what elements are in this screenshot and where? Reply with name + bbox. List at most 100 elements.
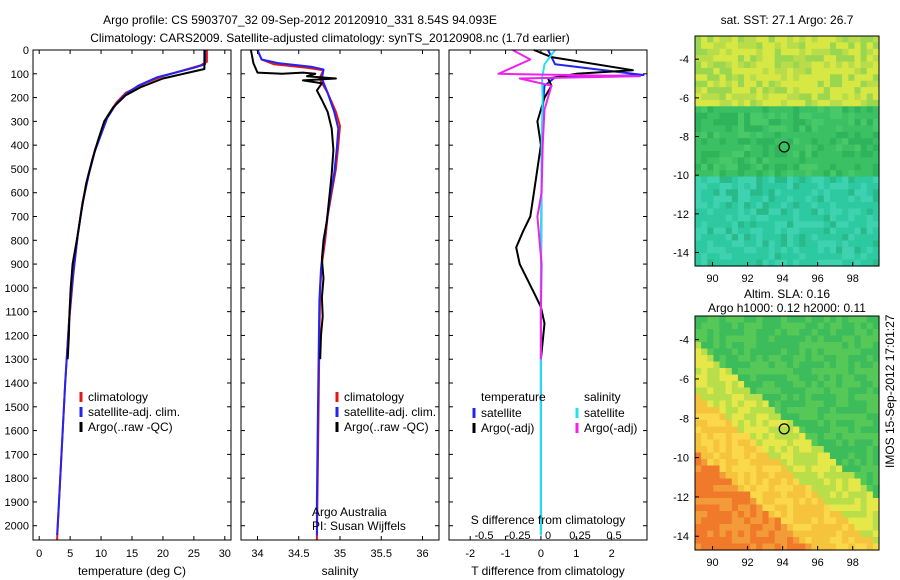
sst-map-cell (848, 42, 856, 50)
sst-map-cell (842, 234, 849, 242)
sst-map-cell (725, 42, 733, 50)
sst-map-cell (725, 157, 733, 165)
sla-map-cell (811, 504, 819, 512)
sla-map-cell (860, 517, 868, 525)
sla-map-cell (842, 329, 849, 337)
sst-map-cell (762, 80, 770, 88)
sla-map-cell (836, 439, 843, 447)
sla-map-cell (854, 329, 862, 337)
sla-map-cell (848, 446, 856, 454)
sla-map-cell (744, 472, 751, 480)
difference-x2tick-label: 0.5 (606, 530, 621, 542)
sst-map-cell (805, 106, 813, 114)
sst-map-cell (842, 36, 849, 43)
sla-map-cell (695, 524, 702, 532)
sst-map-cell (860, 112, 868, 120)
sst-map-cell (793, 163, 800, 171)
sla-map-cell (713, 433, 721, 441)
sla-map-cell (713, 491, 721, 499)
sla-map-cell (768, 511, 776, 519)
sst-map-cell (787, 74, 794, 82)
sst-map-cell (793, 151, 800, 158)
difference-series-1 (515, 49, 634, 360)
sla-map-cell (713, 452, 721, 460)
sst-map-cell (799, 74, 806, 82)
sst-map-cell (762, 221, 770, 229)
sst-map-cell (829, 202, 837, 210)
sla-map-cell (854, 348, 862, 356)
sst-map-cell (866, 55, 874, 63)
sla-map-cell (793, 355, 800, 363)
sla-map-cell (731, 342, 739, 350)
sst-map-cell (805, 240, 813, 248)
sla-map-cell (737, 322, 745, 330)
sla-map-cell (725, 530, 733, 538)
sst-map-cell (744, 144, 751, 152)
sst-map-cell (744, 119, 751, 127)
sla-map-cell (744, 446, 751, 454)
sst-map-cell (707, 119, 714, 127)
salinity-xtick-label: 34 (251, 548, 263, 560)
sst-map-cell (737, 80, 745, 88)
sla-map-cell (695, 316, 702, 324)
sst-map-cell (836, 195, 843, 203)
sst-map-cell (787, 125, 794, 133)
sst-map-cell (719, 125, 727, 133)
sst-map-cell (701, 131, 708, 139)
sst-map-cell (750, 119, 757, 127)
sla-map-cell (860, 511, 868, 519)
sla-map-cell (823, 400, 831, 408)
sst-map-cell (842, 55, 849, 63)
sst-map-cell (823, 176, 831, 184)
sst-map-cell (829, 131, 837, 139)
sla-map-cell (787, 439, 794, 447)
sla-map-cell (737, 335, 745, 343)
sst-map-cell (762, 131, 770, 139)
sla-map-cell (860, 355, 868, 363)
sla-map-cell (829, 433, 837, 441)
salinity-xtick-label: 35.5 (371, 548, 392, 560)
sla-map-cell (731, 426, 739, 434)
sla-map-cell (719, 394, 727, 402)
sst-map-cell (805, 195, 813, 203)
sla-map-cell (805, 452, 813, 460)
sst-map-cell (866, 36, 874, 43)
sla-map-cell (707, 368, 714, 376)
sla-map-cell (695, 394, 702, 402)
sla-map-cell (725, 511, 733, 519)
sst-map-cell (719, 93, 727, 101)
sst-map-cell (762, 36, 770, 43)
sst-map-cell (799, 176, 806, 184)
sla-map-cell (725, 433, 733, 441)
sst-map-cell (799, 48, 806, 56)
sla-map-cell (774, 537, 782, 545)
sla-map-cell (774, 485, 782, 493)
sst-map-cell (842, 170, 849, 178)
sla-map-cell (799, 517, 806, 525)
sst-map-cell (701, 227, 708, 235)
sla-map-cell (805, 322, 813, 330)
sla-map-cell (731, 400, 739, 408)
sla-map-cell (866, 316, 874, 324)
sst-map-cell (811, 227, 819, 235)
sst-map-cell (872, 176, 880, 184)
sla-map-cell (787, 465, 794, 473)
sst-map-cell (787, 106, 794, 114)
sst-map-cell (817, 48, 825, 56)
sst-map-cell (805, 253, 813, 261)
depth-tick-label: 800 (11, 235, 29, 247)
sla-map-cell (793, 342, 800, 350)
sla-map-cell (774, 543, 782, 551)
sla-map-cell (750, 420, 757, 428)
sst-map-cell (719, 240, 727, 248)
sla-map-cell (707, 537, 714, 545)
sst-map-cell (780, 87, 788, 95)
sla-map-cell (805, 537, 813, 545)
sst-map-cell (836, 221, 843, 229)
sst-map-cell (860, 99, 868, 107)
sst-map-cell (872, 163, 880, 171)
sla-map-cell (780, 433, 788, 441)
sst-map-cell (707, 163, 714, 171)
sst-map-cell (701, 195, 708, 203)
sst-map-cell (836, 138, 843, 146)
